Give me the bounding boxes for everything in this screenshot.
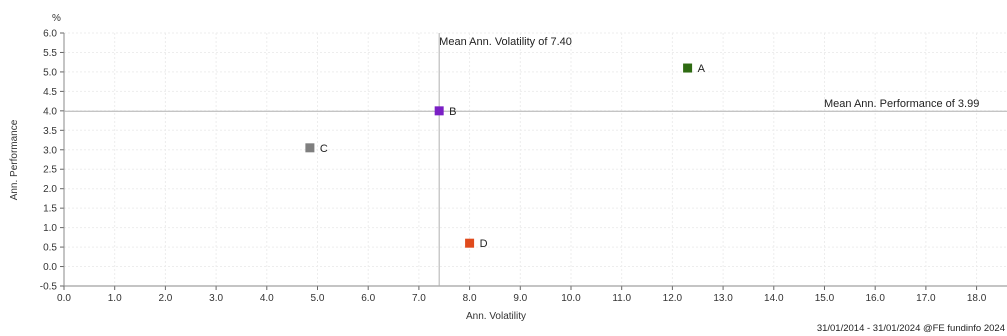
y-tick-label: 2.0: [43, 184, 57, 195]
x-tick-label: 7.0: [412, 293, 426, 304]
x-tick-label: 15.0: [815, 293, 835, 304]
y-tick-labels: -0.5 0.0 0.5 1.0 1.5 2.0 2.5 3.0 3.5 4.0 4.5 5.0 5.5…: [40, 29, 58, 293]
y-tick-label: 2.5: [43, 165, 57, 176]
data-point-label: D: [480, 238, 488, 250]
x-tick-label: 13.0: [713, 293, 733, 304]
data-point-a[interactable]: [683, 63, 693, 73]
grid: [63, 32, 1007, 287]
data-point-c[interactable]: [305, 143, 315, 153]
x-tick-label: 5.0: [311, 293, 325, 304]
x-tick-label: 10.0: [561, 293, 581, 304]
data-points: A B C D: [305, 63, 706, 250]
data-point-b[interactable]: [434, 106, 444, 116]
data-point-label: B: [449, 106, 456, 118]
reference-lines: Mean Ann. Volatility of 7.40 Mean Ann. Pe…: [64, 33, 1007, 286]
y-unit-label: %: [52, 13, 61, 24]
y-tick-label: 1.5: [43, 204, 57, 215]
x-tick-label: 1.0: [108, 293, 122, 304]
data-point-label: C: [320, 143, 328, 155]
x-tick-label: 0.0: [57, 293, 71, 304]
x-tick-label: 6.0: [361, 293, 375, 304]
y-tick-label: 0.5: [43, 243, 57, 254]
x-tick-labels: 0.0 1.0 2.0 3.0 4.0 5.0 6.0 7.0 8.0 9.0 10.0 11.0 12…: [57, 293, 987, 304]
x-tick-label: 18.0: [967, 293, 987, 304]
mean-volatility-label: Mean Ann. Volatility of 7.40: [439, 36, 572, 48]
y-tick-label: 6.0: [43, 29, 57, 40]
data-point-d[interactable]: [465, 238, 475, 248]
y-tick-label: 1.0: [43, 223, 57, 234]
mean-performance-label: Mean Ann. Performance of 3.99: [824, 98, 979, 110]
y-tick-label: 3.5: [43, 126, 57, 137]
axes: [60, 32, 1007, 290]
y-tick-label: 5.5: [43, 48, 57, 59]
x-tick-label: 11.0: [612, 293, 631, 304]
x-tick-label: 14.0: [764, 293, 784, 304]
x-tick-label: 17.0: [916, 293, 936, 304]
y-tick-label: 3.0: [43, 145, 57, 156]
x-tick-label: 3.0: [209, 293, 223, 304]
y-tick-label: 4.5: [43, 87, 57, 98]
x-tick-label: 12.0: [663, 293, 683, 304]
x-tick-label: 4.0: [260, 293, 274, 304]
data-point-label: A: [698, 63, 706, 75]
x-tick-label: 9.0: [513, 293, 527, 304]
x-axis-title: Ann. Volatility: [466, 311, 526, 322]
x-tick-label: 8.0: [463, 293, 477, 304]
y-tick-label: 0.0: [43, 262, 57, 273]
footer-date-range: 31/01/2014 - 31/01/2024 @FE fundinfo 202…: [817, 323, 1005, 334]
x-tick-label: 2.0: [158, 293, 172, 304]
y-tick-label: 5.0: [43, 67, 57, 78]
x-tick-label: 16.0: [865, 293, 885, 304]
y-axis-title: Ann. Performance: [9, 119, 20, 200]
y-tick-label: -0.5: [40, 282, 58, 293]
y-tick-label: 4.0: [43, 106, 57, 117]
